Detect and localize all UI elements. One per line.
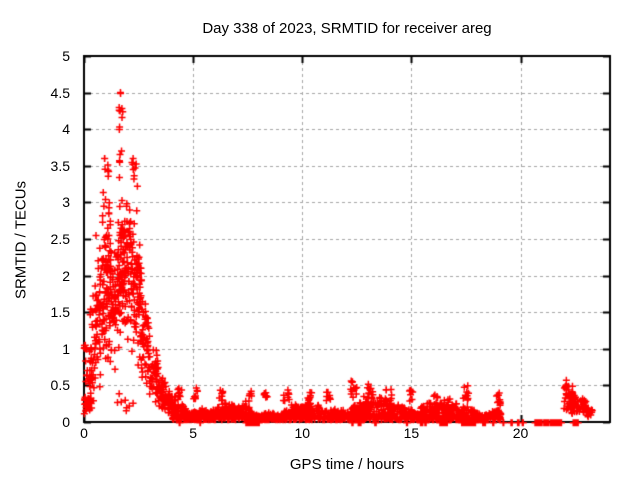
x-tick-label: 10 — [294, 425, 311, 441]
y-tick-label: 2.5 — [50, 231, 70, 247]
y-tick-label: 3.5 — [50, 157, 70, 174]
y-tick-label: 1.5 — [50, 304, 70, 321]
x-tick-label: 15 — [403, 425, 420, 441]
x-tick-label: 20 — [512, 425, 529, 441]
y-tick-label: 4.5 — [50, 84, 70, 101]
chart-title: Day 338 of 2023, SRMTID for receiver are… — [202, 20, 492, 37]
y-tick-label: 1 — [62, 340, 70, 357]
y-tick-label: 0 — [62, 414, 70, 430]
y-tick-label: 2 — [62, 267, 70, 284]
y-tick-label: 4 — [62, 121, 70, 138]
y-tick-label: 3 — [62, 194, 70, 211]
x-tick-label: 5 — [189, 425, 198, 441]
x-axis-label: GPS time / hours — [289, 456, 405, 473]
y-tick-label: 5 — [62, 48, 70, 64]
x-tick-label: 0 — [80, 425, 88, 441]
y-tick-label: 0.5 — [50, 377, 70, 394]
